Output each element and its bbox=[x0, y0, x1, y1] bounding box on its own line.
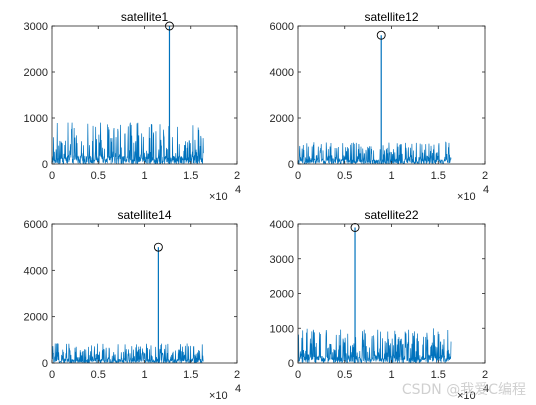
axes-box bbox=[51, 223, 238, 364]
peak-marker bbox=[376, 30, 386, 40]
x-tick-label: 1.5 bbox=[431, 369, 446, 381]
peak-marker bbox=[153, 242, 163, 252]
x-tick-label: 0.5 bbox=[337, 170, 352, 182]
y-tick-label: 6000 bbox=[270, 21, 294, 33]
x-exponent-power: 4 bbox=[483, 383, 489, 395]
subplot-title: satellite12 bbox=[364, 10, 418, 24]
x-exponent-label: ×10 bbox=[209, 191, 228, 203]
subplot-1: 0 0.5 1 1.5 2 0 1000 2000 3000 satellite1 ×10 4 bbox=[24, 10, 242, 203]
x-tick-label: 1 bbox=[388, 170, 394, 182]
x-tick-label: 2 bbox=[234, 170, 240, 182]
x-tick-label: 1.5 bbox=[431, 170, 446, 182]
x-exponent-power: 4 bbox=[483, 184, 489, 196]
y-tick-label: 2000 bbox=[270, 289, 294, 301]
y-tick-label: 4000 bbox=[24, 265, 48, 277]
x-tick-label: 2 bbox=[482, 369, 488, 381]
x-tick-label: 0.5 bbox=[91, 170, 106, 182]
x-tick-label: 0 bbox=[49, 170, 55, 182]
noise-series bbox=[52, 122, 204, 164]
x-tick-label: 0 bbox=[295, 170, 301, 182]
y-tick-label: 0 bbox=[42, 358, 48, 370]
x-tick-label: 0.5 bbox=[337, 369, 352, 381]
x-tick-label: 1 bbox=[141, 369, 147, 381]
subplot-2: 0 0.5 1 1.5 2 0 2000 4000 6000 satellite12 ×10 4 bbox=[270, 10, 490, 203]
x-tick-label: 0.5 bbox=[91, 369, 106, 381]
peak-marker bbox=[350, 223, 360, 232]
x-exponent-power: 4 bbox=[235, 184, 241, 196]
y-tick-label: 2000 bbox=[270, 113, 294, 125]
x-tick-label: 0 bbox=[49, 369, 55, 381]
y-tick-label: 0 bbox=[288, 159, 294, 171]
y-tick-label: 6000 bbox=[24, 219, 48, 231]
y-tick-label: 4000 bbox=[270, 67, 294, 79]
x-exponent-label: ×10 bbox=[457, 390, 476, 402]
x-tick-label: 2 bbox=[234, 369, 240, 381]
y-tick-label: 1000 bbox=[24, 113, 48, 125]
x-tick-label: 1.5 bbox=[183, 170, 198, 182]
subplot-4: 0 0.5 1 1.5 2 0 1000 2000 3000 4000 satellite22 ×10… bbox=[270, 208, 490, 402]
csdn-watermark: CSDN @我爱C编程 bbox=[401, 382, 526, 398]
x-tick-label: 1 bbox=[388, 369, 394, 381]
noise-series bbox=[52, 343, 204, 363]
x-exponent-label: ×10 bbox=[209, 390, 228, 402]
noise-series bbox=[298, 328, 452, 363]
y-tick-label: 3000 bbox=[270, 254, 294, 266]
x-exponent-power: 4 bbox=[235, 383, 241, 395]
y-tick-label: 3000 bbox=[24, 21, 48, 33]
x-tick-label: 2 bbox=[482, 170, 488, 182]
subplot-title: satellite1 bbox=[121, 10, 169, 24]
noise-series bbox=[298, 141, 452, 164]
y-tick-label: 0 bbox=[288, 358, 294, 370]
subplot-title: satellite22 bbox=[364, 208, 418, 222]
x-tick-label: 1 bbox=[141, 170, 147, 182]
x-tick-label: 1.5 bbox=[183, 369, 198, 381]
y-tick-label: 2000 bbox=[24, 67, 48, 79]
subplot-3: 0 0.5 1 1.5 2 0 2000 4000 6000 satellite14 ×10 4 bbox=[24, 208, 242, 402]
axes-box bbox=[51, 25, 238, 165]
y-tick-label: 2000 bbox=[24, 312, 48, 324]
y-tick-label: 4000 bbox=[270, 219, 294, 231]
x-exponent-label: ×10 bbox=[457, 191, 476, 203]
y-tick-label: 0 bbox=[42, 159, 48, 171]
x-tick-label: 0 bbox=[295, 369, 301, 381]
y-tick-label: 1000 bbox=[270, 323, 294, 335]
subplot-title: satellite14 bbox=[117, 208, 171, 222]
